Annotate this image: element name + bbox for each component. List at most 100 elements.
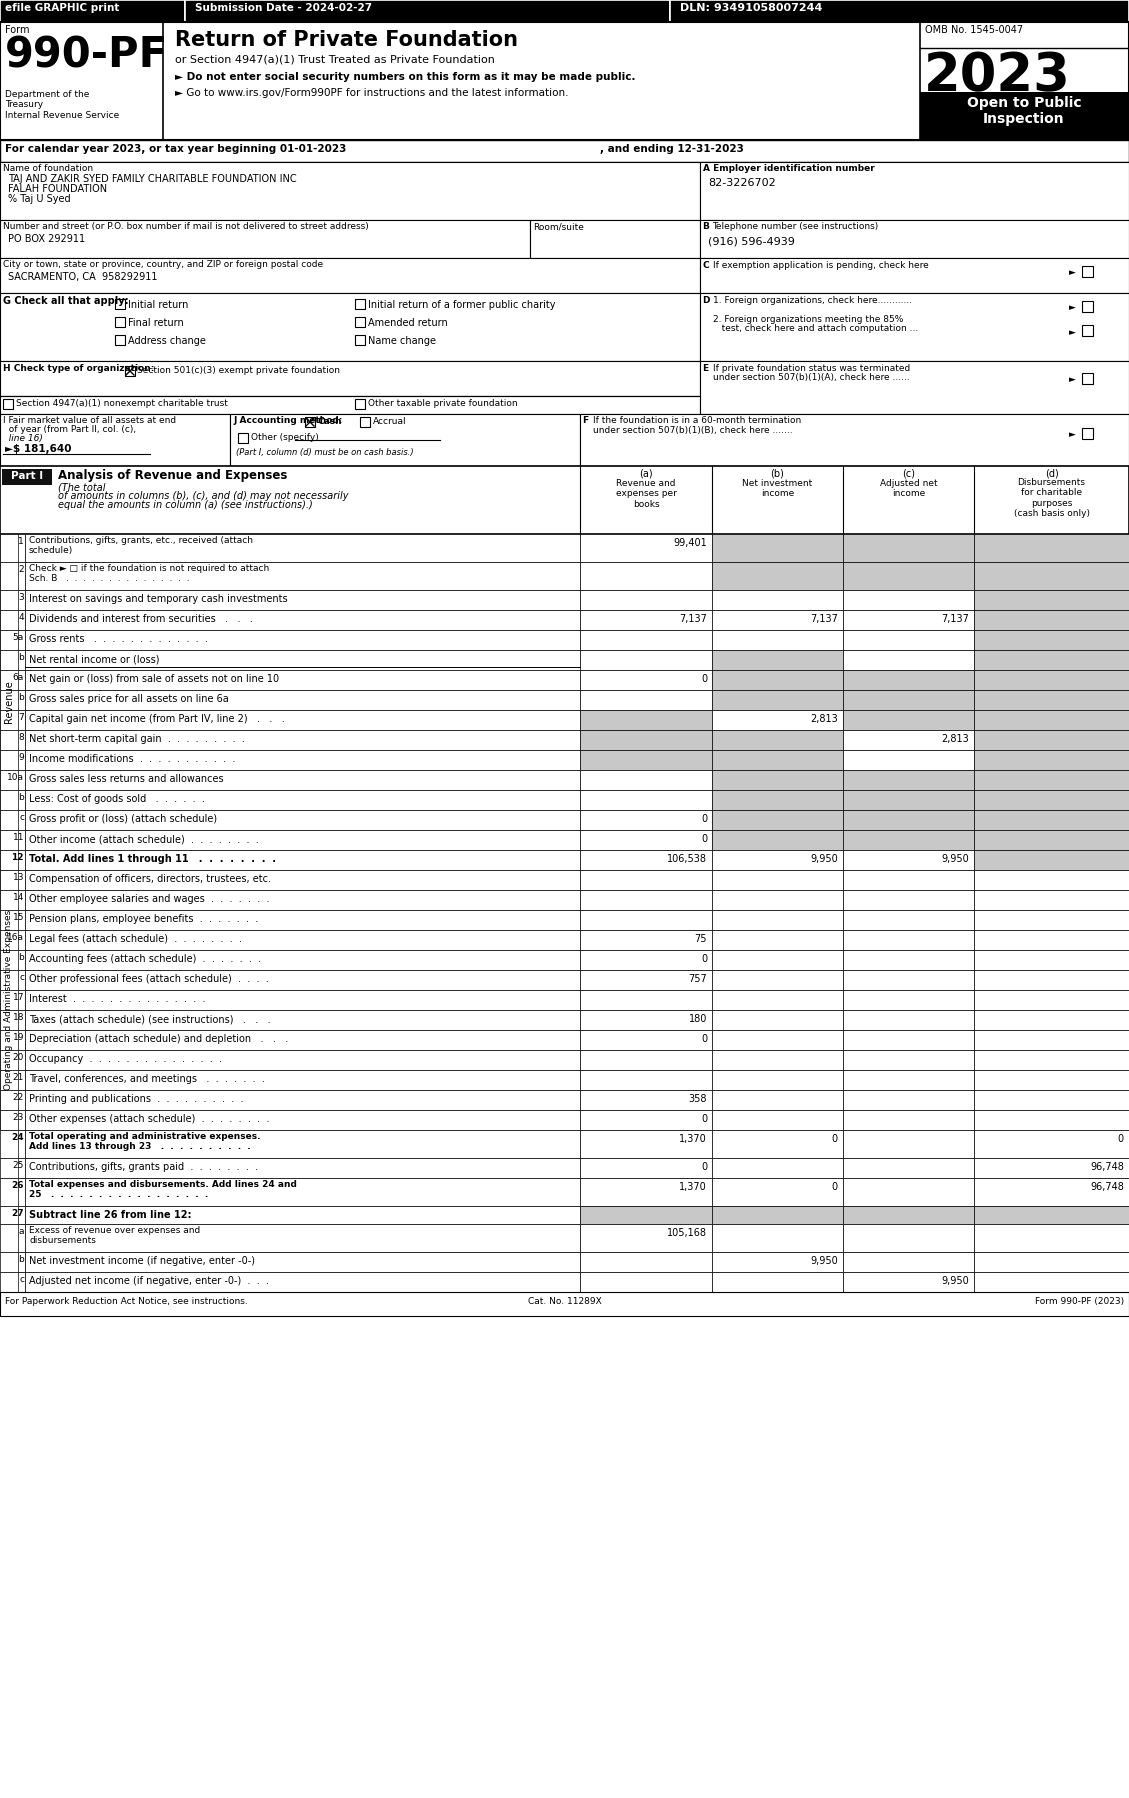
Text: Other income (attach schedule)  .  .  .  .  .  .  .  .: Other income (attach schedule) . . . . .…: [29, 834, 259, 843]
Bar: [843, 1251, 974, 1271]
Text: Form 990-PF (2023): Form 990-PF (2023): [1035, 1296, 1124, 1305]
Bar: [700, 257, 1129, 293]
Text: ►: ►: [1069, 376, 1076, 385]
Bar: [25, 1271, 580, 1293]
Bar: [25, 690, 580, 710]
Bar: [1082, 266, 1093, 277]
Text: Gross profit or (loss) (attach schedule): Gross profit or (loss) (attach schedule): [29, 814, 217, 823]
Bar: [18, 1030, 25, 1050]
Bar: [580, 850, 712, 870]
Text: Interest  .  .  .  .  .  .  .  .  .  .  .  .  .  .  .: Interest . . . . . . . . . . . . . . .: [29, 994, 205, 1003]
Bar: [25, 1224, 580, 1251]
Text: or Section 4947(a)(1) Trust Treated as Private Foundation: or Section 4947(a)(1) Trust Treated as P…: [175, 54, 495, 65]
Bar: [25, 1158, 580, 1178]
Bar: [360, 417, 370, 426]
Bar: [580, 610, 712, 629]
Bar: [580, 1206, 712, 1224]
Bar: [974, 1251, 1129, 1271]
Text: Total operating and administrative expenses.
Add lines 13 through 23   .  .  .  : Total operating and administrative expen…: [29, 1133, 261, 1151]
Bar: [0, 1271, 1129, 1293]
Bar: [843, 890, 974, 910]
Bar: [974, 1090, 1129, 1109]
Bar: [355, 316, 365, 327]
Text: Analysis of Revenue and Expenses: Analysis of Revenue and Expenses: [58, 469, 288, 482]
Bar: [700, 293, 1129, 361]
Text: D: D: [703, 297, 714, 306]
Text: 1: 1: [18, 538, 24, 547]
Text: Final return: Final return: [128, 318, 184, 327]
Text: 10a: 10a: [7, 773, 24, 782]
Text: 9,950: 9,950: [942, 854, 969, 865]
Bar: [25, 710, 580, 730]
Text: 9,950: 9,950: [811, 1257, 838, 1266]
Bar: [712, 1224, 843, 1251]
Text: ►: ►: [1069, 268, 1076, 277]
Bar: [18, 710, 25, 730]
Bar: [18, 590, 25, 610]
Bar: [25, 811, 580, 831]
Bar: [712, 850, 843, 870]
Text: 22: 22: [12, 1093, 24, 1102]
Text: line 16): line 16): [3, 433, 43, 442]
Bar: [974, 730, 1129, 750]
Text: b: b: [18, 793, 24, 802]
Text: 13: 13: [12, 874, 24, 883]
Bar: [0, 1178, 1129, 1206]
Bar: [18, 1271, 25, 1293]
Bar: [115, 298, 125, 309]
Text: Gross sales price for all assets on line 6a: Gross sales price for all assets on line…: [29, 694, 229, 705]
Text: Depreciation (attach schedule) and depletion   .   .   .: Depreciation (attach schedule) and deple…: [29, 1034, 288, 1045]
Text: Less: Cost of goods sold   .  .  .  .  .  .: Less: Cost of goods sold . . . . . .: [29, 795, 204, 804]
Text: (Part I, column (d) must be on cash basis.): (Part I, column (d) must be on cash basi…: [236, 448, 413, 457]
Bar: [580, 1050, 712, 1070]
Bar: [238, 433, 248, 442]
Text: b: b: [18, 653, 24, 662]
Bar: [0, 22, 1129, 140]
Text: If exemption application is pending, check here: If exemption application is pending, che…: [714, 261, 929, 270]
Bar: [712, 770, 843, 789]
Bar: [974, 1030, 1129, 1050]
Bar: [0, 361, 700, 396]
Bar: [580, 1090, 712, 1109]
Bar: [18, 789, 25, 811]
Text: efile GRAPHIC print: efile GRAPHIC print: [5, 4, 120, 13]
Text: 24: 24: [11, 1133, 24, 1142]
Text: Pension plans, employee benefits  .  .  .  .  .  .  .: Pension plans, employee benefits . . . .…: [29, 913, 259, 924]
Bar: [25, 890, 580, 910]
Text: 990-PF: 990-PF: [5, 34, 168, 77]
Bar: [0, 140, 1129, 162]
Bar: [580, 890, 712, 910]
Text: J Accounting method:: J Accounting method:: [233, 415, 342, 424]
Bar: [580, 949, 712, 969]
Text: Gross rents   .  .  .  .  .  .  .  .  .  .  .  .  .: Gross rents . . . . . . . . . . . . .: [29, 635, 208, 644]
Bar: [712, 870, 843, 890]
Text: Cat. No. 11289X: Cat. No. 11289X: [527, 1296, 602, 1305]
Text: Room/suite: Room/suite: [533, 221, 584, 230]
Bar: [1082, 428, 1093, 439]
Text: 12: 12: [11, 852, 24, 861]
Bar: [0, 710, 1129, 730]
Text: C: C: [703, 261, 712, 270]
Bar: [843, 1129, 974, 1158]
Text: Amended return: Amended return: [368, 318, 448, 327]
Bar: [18, 1251, 25, 1271]
Bar: [0, 257, 700, 293]
Text: of year (from Part II, col. (c),: of year (from Part II, col. (c),: [3, 424, 137, 433]
Bar: [974, 1271, 1129, 1293]
Bar: [18, 770, 25, 789]
Text: Travel, conferences, and meetings   .  .  .  .  .  .  .: Travel, conferences, and meetings . . . …: [29, 1073, 265, 1084]
Text: 9: 9: [18, 753, 24, 762]
Bar: [0, 969, 1129, 991]
Bar: [843, 1010, 974, 1030]
Bar: [0, 1206, 1129, 1224]
Bar: [0, 690, 1129, 710]
Text: 27: 27: [11, 1208, 24, 1217]
Text: Gross sales less returns and allowances: Gross sales less returns and allowances: [29, 773, 224, 784]
Bar: [18, 811, 25, 831]
Text: F: F: [583, 415, 595, 424]
Bar: [712, 590, 843, 610]
Text: (d): (d): [1044, 467, 1058, 478]
Text: For calendar year 2023, or tax year beginning 01-01-2023: For calendar year 2023, or tax year begi…: [5, 144, 347, 155]
Bar: [974, 610, 1129, 629]
Text: Form: Form: [5, 25, 29, 34]
